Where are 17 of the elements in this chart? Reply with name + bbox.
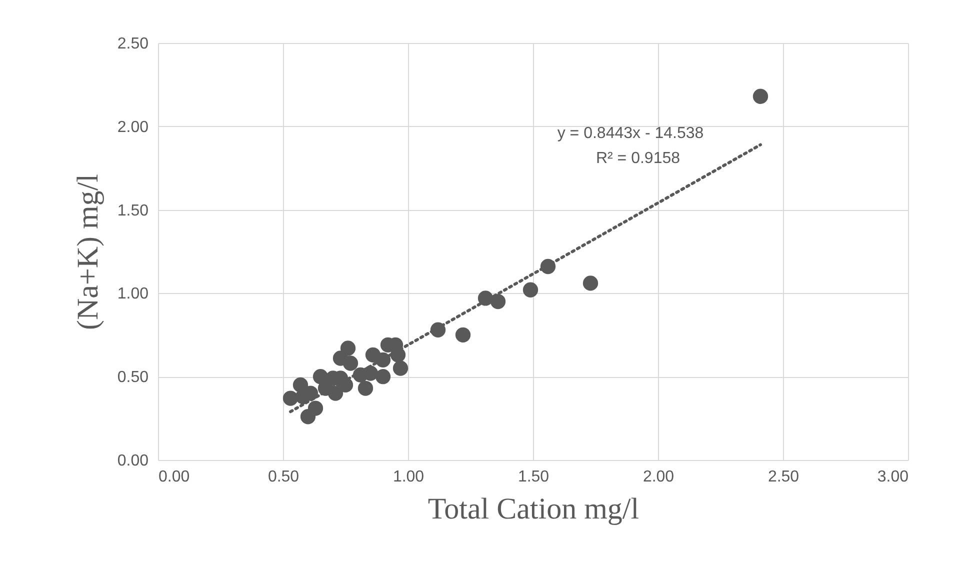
x-tick-label: 2.00 xyxy=(642,468,674,486)
x-tick-label: 0.50 xyxy=(268,468,300,486)
x-tick-label: 1.50 xyxy=(518,468,550,486)
y-tick-label: 2.50 xyxy=(117,36,149,52)
y-tick-label: 0.00 xyxy=(117,452,149,470)
x-axis-title: Total Cation mg/l xyxy=(428,492,640,526)
annotation: R² = 0.9158 xyxy=(596,150,680,168)
y-axis-title: (Na+K) mg/l xyxy=(71,174,104,330)
y-tick-label: 0.50 xyxy=(117,369,149,386)
x-tick-label: 2.50 xyxy=(768,468,800,486)
x-tick-label: 0.00 xyxy=(158,468,190,486)
y-tick-label: 1.00 xyxy=(117,286,149,303)
x-tick-label: 1.00 xyxy=(392,468,424,486)
x-tick-label: 3.00 xyxy=(877,468,909,486)
annotation: y = 0.8443x - 14.538 xyxy=(557,125,704,142)
y-tick-label: 2.00 xyxy=(117,118,149,136)
y-tick-label: 1.50 xyxy=(117,202,149,220)
